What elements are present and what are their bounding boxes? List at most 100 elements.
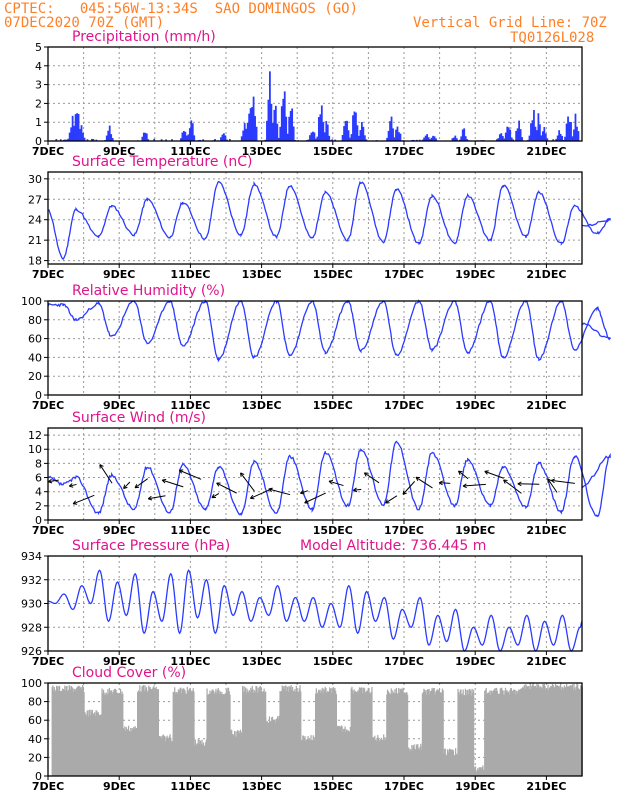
cloud-bar xyxy=(457,688,459,776)
cloud-bar xyxy=(398,692,401,776)
cloud-bar xyxy=(234,731,236,776)
cloud-bar xyxy=(129,731,131,776)
cloud-bar xyxy=(348,731,350,776)
cloud-bar xyxy=(308,739,311,776)
cloud-bar xyxy=(180,693,182,776)
cloud-bar xyxy=(260,687,262,776)
precip-bar xyxy=(184,131,187,141)
cloud-bar xyxy=(242,686,244,776)
cloud-bar xyxy=(429,694,431,776)
cloud-bar xyxy=(328,691,330,776)
cloud-bar xyxy=(448,749,450,776)
cloud-bar xyxy=(536,683,538,776)
cloud-bar xyxy=(128,730,130,776)
x-tick-label: 13DEC xyxy=(242,780,282,793)
cloud-bar xyxy=(443,753,445,776)
cloud-bar xyxy=(256,692,259,776)
cloud-bar xyxy=(380,737,383,776)
precip-bar xyxy=(423,137,426,141)
cloud-bar xyxy=(91,710,93,776)
cloud-bar xyxy=(464,695,466,776)
cloud-bar xyxy=(266,721,268,776)
cloud-bar xyxy=(523,684,525,776)
cloud-bar xyxy=(278,715,280,776)
cloud-bar xyxy=(383,740,386,776)
cloud-bar xyxy=(112,692,114,776)
cloud-bar xyxy=(124,731,127,776)
cloud-bar xyxy=(65,686,67,776)
cloud-bar xyxy=(480,768,483,776)
wind-arrow-head xyxy=(385,499,390,504)
y-tick-label: 2 xyxy=(35,500,42,513)
y-tick-label: 60 xyxy=(28,333,42,346)
cloud-bar xyxy=(483,769,485,776)
cloud-bar xyxy=(381,739,383,776)
cloud-bar xyxy=(274,722,277,776)
precip-bar xyxy=(251,107,253,141)
cloud-bar xyxy=(165,741,167,776)
precip-bar xyxy=(577,131,580,141)
y-tick-label: 8 xyxy=(35,457,42,470)
cloud-bar xyxy=(401,689,404,776)
cloud-bar xyxy=(214,692,216,776)
cloud-bar xyxy=(427,689,429,776)
cloud-bar xyxy=(361,693,363,776)
cloud-bar xyxy=(359,687,361,776)
cloud-bar xyxy=(54,689,56,776)
cloud-bar xyxy=(137,690,139,776)
cloud-bar xyxy=(200,744,202,776)
cloud-bar xyxy=(370,691,372,776)
precip-bar xyxy=(171,139,173,141)
cloud-bar xyxy=(323,688,325,776)
cloud-bar xyxy=(280,691,282,776)
cloud-bar xyxy=(297,691,299,776)
y-tick-label: 80 xyxy=(28,314,42,327)
precip-bar xyxy=(95,139,98,141)
precip-bar xyxy=(556,135,559,141)
cloud-bar xyxy=(567,686,569,776)
cloud-bar xyxy=(402,687,404,776)
y-tick-label: 1 xyxy=(35,116,42,129)
y-tick-label: 0 xyxy=(35,770,42,783)
cloud-bar xyxy=(431,687,433,776)
cloud-bar xyxy=(263,688,265,776)
cloud-bar xyxy=(440,692,442,776)
cloud-bar xyxy=(99,715,102,776)
cloud-bar xyxy=(221,694,224,776)
cloud-bar xyxy=(369,693,372,776)
precip-bar xyxy=(347,130,350,141)
precip-bar xyxy=(392,128,394,141)
x-tick-label: 15DEC xyxy=(313,145,353,158)
cloud-bar xyxy=(53,687,56,776)
cloud-bar xyxy=(103,694,105,776)
x-tick-label: 19DEC xyxy=(455,524,495,537)
cloud-bar xyxy=(74,688,76,776)
precip-bar xyxy=(451,138,454,141)
cloud-bar xyxy=(220,693,222,776)
cloud-bar xyxy=(458,692,460,776)
cloud-bar xyxy=(100,714,102,776)
cloud-bar xyxy=(108,693,110,776)
precip-bar xyxy=(352,115,354,141)
cloud-bar xyxy=(352,693,355,776)
precip-bar xyxy=(363,135,366,141)
precip-bar xyxy=(341,135,344,141)
cloud-bar xyxy=(106,694,108,776)
cloud-bar xyxy=(576,683,578,776)
y-tick-label: 5 xyxy=(35,41,42,54)
cloud-bar xyxy=(177,689,180,776)
cloud-bar xyxy=(498,694,500,776)
cloud-bar xyxy=(319,689,321,776)
cloud-bar xyxy=(143,690,145,776)
cloud-bar xyxy=(487,692,490,776)
precip-bar xyxy=(73,125,75,141)
precip-bar xyxy=(530,123,532,141)
cloud-bar xyxy=(503,690,505,776)
x-tick-label: 19DEC xyxy=(455,268,495,281)
cloud-bar xyxy=(71,687,73,776)
cloud-bar xyxy=(373,738,375,776)
wind-arrow-head xyxy=(550,478,556,484)
wind-arrow xyxy=(148,495,166,500)
precip-bar xyxy=(220,137,222,141)
cloud-bar xyxy=(548,687,551,776)
